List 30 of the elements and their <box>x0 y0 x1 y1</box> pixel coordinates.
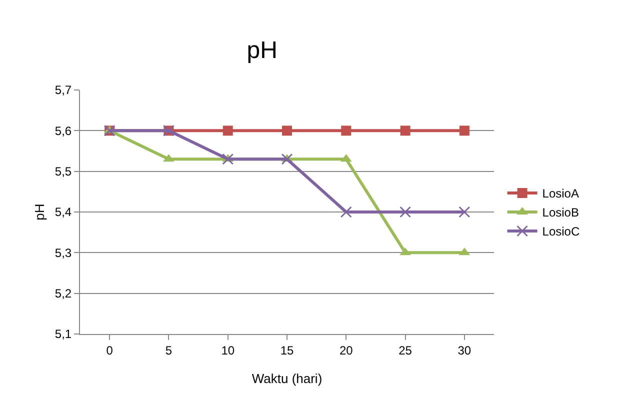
point <box>341 126 352 136</box>
point <box>458 206 470 218</box>
y-axis-title: pH <box>32 204 47 220</box>
y-tick-label: 5,2 <box>54 286 72 301</box>
legend-label: LosioC <box>542 224 580 239</box>
y-tick-label: 5,3 <box>54 246 72 260</box>
x-tick-label: 30 <box>458 343 472 358</box>
x-axis-title: Waktu (hari) <box>252 371 322 386</box>
point <box>459 126 470 136</box>
x-tick-label: 25 <box>398 343 412 358</box>
legend-label: LosioB <box>542 206 579 220</box>
point <box>222 126 233 136</box>
x-tick-label: 5 <box>165 343 172 358</box>
y-tick-label: 5,6 <box>54 124 72 138</box>
x-tick-label: 20 <box>339 343 354 358</box>
chart-title: pH <box>246 37 278 64</box>
y-tick-label: 5,5 <box>54 164 72 179</box>
y-tick-label: 5,7 <box>54 83 72 98</box>
point <box>282 126 292 136</box>
point <box>400 126 410 136</box>
x-tick-label: 15 <box>280 343 294 358</box>
point <box>281 153 293 165</box>
point <box>340 206 352 218</box>
legend-label: LosioA <box>542 186 579 201</box>
point <box>400 206 412 218</box>
y-tick-label: 5,1 <box>54 327 72 342</box>
point <box>222 153 234 165</box>
x-tick-label: 10 <box>221 343 235 358</box>
x-tick-label: 0 <box>106 343 114 358</box>
y-tick-label: 5,4 <box>54 205 72 220</box>
